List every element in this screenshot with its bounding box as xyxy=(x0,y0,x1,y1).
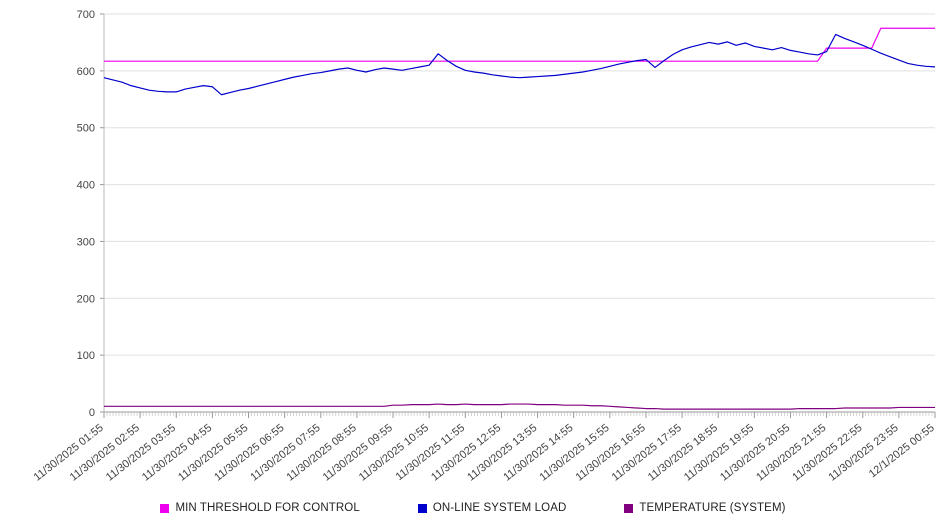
legend-label: TEMPERATURE (SYSTEM) xyxy=(639,502,786,514)
legend-swatch xyxy=(624,503,634,513)
grid-layer xyxy=(104,13,935,413)
legend-item-min-threshold[interactable]: MIN THRESHOLD FOR CONTROL xyxy=(160,502,360,514)
svg-text:12/1/2025 00:55: 12/1/2025 00:55 xyxy=(867,422,937,480)
legend-label: ON-LINE SYSTEM LOAD xyxy=(432,502,567,514)
legend-item-temperature-system[interactable]: TEMPERATURE (SYSTEM) xyxy=(624,502,785,514)
series-layer xyxy=(103,27,936,410)
svg-text:200: 200 xyxy=(77,293,95,305)
legend-swatch xyxy=(160,503,170,513)
axis-layer xyxy=(100,13,936,418)
svg-text:700: 700 xyxy=(77,9,95,21)
legend-label: MIN THRESHOLD FOR CONTROL xyxy=(175,502,360,514)
svg-text:300: 300 xyxy=(77,236,95,248)
svg-text:400: 400 xyxy=(77,180,95,192)
legend-swatch xyxy=(417,503,427,513)
svg-text:600: 600 xyxy=(77,66,95,78)
svg-text:100: 100 xyxy=(77,350,95,362)
svg-text:500: 500 xyxy=(77,123,95,135)
chart-legend: MIN THRESHOLD FOR CONTROL ON-LINE SYSTEM… xyxy=(0,494,946,522)
svg-text:0: 0 xyxy=(89,407,95,419)
legend-item-online-system-load[interactable]: ON-LINE SYSTEM LOAD xyxy=(417,502,567,514)
